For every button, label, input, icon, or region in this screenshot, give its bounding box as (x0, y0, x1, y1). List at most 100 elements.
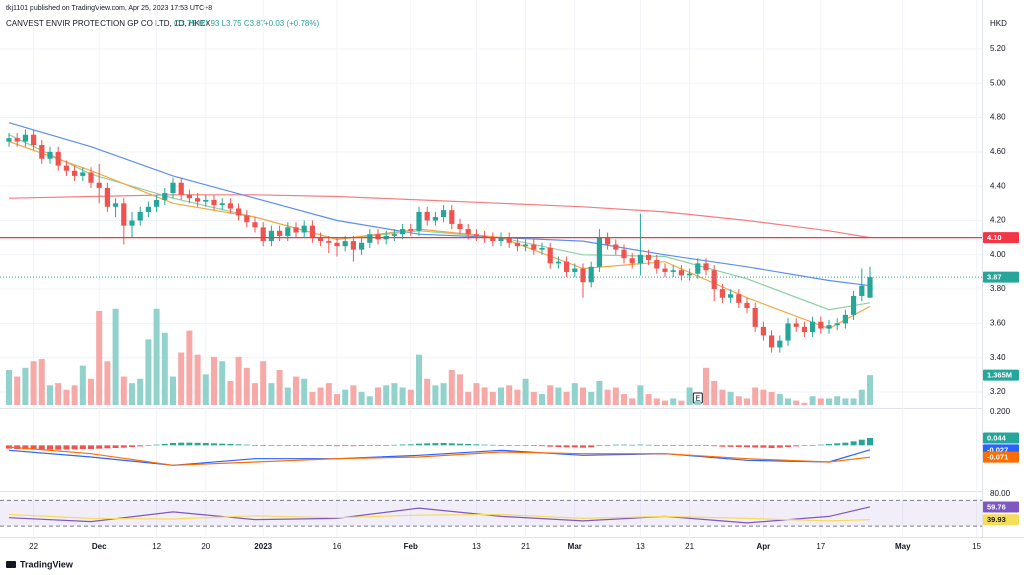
macd-bar (645, 444, 652, 446)
volume-bar (514, 389, 521, 405)
volume-bar (563, 391, 570, 405)
macd-bar (186, 442, 193, 446)
x-tick-label: 22 (29, 542, 38, 551)
macd-bar (670, 445, 677, 446)
macd-bar (465, 444, 472, 446)
macd-bar (588, 445, 595, 448)
macd-bar (809, 445, 816, 446)
macd-line (8, 446, 871, 466)
candle-body (580, 268, 586, 283)
candle-body (613, 244, 619, 250)
y-tick-label: 5.20 (990, 44, 1006, 53)
macd-bar (530, 445, 537, 446)
macd-bar (416, 443, 422, 446)
candle-body (72, 170, 78, 176)
macd-bar (834, 443, 841, 446)
volume-bar (735, 396, 742, 405)
volume-bar (498, 387, 504, 405)
macd-bar (424, 443, 431, 446)
volume-bar (391, 383, 398, 405)
candle-body (736, 294, 742, 303)
macd-bar (867, 438, 873, 446)
candle-body (293, 227, 299, 233)
macd-bar (63, 445, 70, 450)
macd-bar (227, 444, 234, 446)
macd-bar (842, 442, 849, 446)
candle-body (408, 229, 414, 231)
macd-bar (219, 443, 226, 446)
candle-body (678, 270, 684, 276)
candle-body (301, 225, 307, 233)
volume-bar (768, 391, 775, 405)
candle-body (539, 247, 545, 250)
macd-bar (260, 445, 267, 446)
volume-label: 1.365M (987, 371, 1012, 380)
candle-body (760, 326, 766, 336)
macd-bar (79, 445, 86, 449)
candle-body (711, 270, 717, 290)
candle-body (219, 203, 225, 206)
candle-body (186, 194, 192, 199)
candle-body (334, 242, 340, 247)
volume-bar (719, 389, 726, 405)
x-tick-label: 12 (152, 542, 161, 551)
candle-body (252, 222, 258, 228)
macd-bar (407, 444, 414, 446)
volume-bar (481, 387, 488, 405)
moving-average (8, 194, 871, 239)
candle-body (137, 211, 143, 221)
candle-body (178, 182, 184, 195)
volume-bar (424, 378, 431, 405)
macd-bar (47, 445, 53, 450)
candle-body (596, 237, 602, 267)
volume-bar (580, 387, 586, 405)
candle-body (752, 307, 758, 327)
candle-body (113, 203, 119, 207)
logo-icon (6, 561, 16, 568)
volume-bar (22, 367, 29, 405)
macd-bar (662, 445, 668, 446)
macd-bar (30, 445, 37, 450)
macd-bar (801, 445, 808, 446)
volume-bar (219, 361, 226, 405)
volume-bar (432, 385, 439, 405)
x-tick-label: Apr (757, 542, 771, 551)
macd-bar (604, 445, 611, 446)
macd-bar (38, 445, 45, 450)
candle-body (465, 229, 471, 235)
candle-body (826, 325, 832, 329)
volume-bar (112, 308, 119, 405)
rsi-label-box (983, 514, 1019, 526)
volume-bar (47, 385, 53, 405)
rsi-band (0, 500, 982, 527)
candle-body (506, 237, 512, 243)
candle-body (473, 234, 479, 236)
macd-bar (817, 444, 824, 446)
volume-bar (858, 389, 865, 405)
volume-bar (760, 389, 767, 405)
volume-bar (243, 367, 250, 405)
macd-line-label: -0.071 (987, 453, 1008, 462)
y-tick-label: 3.40 (990, 353, 1006, 362)
rsi-label-box (983, 501, 1019, 513)
volume-bar (547, 385, 554, 405)
candle-body (375, 234, 381, 240)
candle-body (55, 151, 61, 166)
candle-body (834, 323, 840, 326)
volume-bar (842, 398, 849, 405)
volume-bar (366, 396, 373, 405)
macd-bar (375, 445, 381, 446)
candle-body (482, 235, 488, 238)
volume-bar (399, 387, 406, 405)
macd-bar (358, 445, 365, 446)
volume-bar (383, 385, 390, 405)
volume-bar (153, 308, 160, 405)
hline-label: 4.10 (987, 233, 1002, 242)
candle-body (662, 268, 668, 272)
volume-bar (120, 376, 127, 405)
candle-body (162, 193, 168, 200)
y-tick-label: 3.60 (990, 319, 1006, 328)
volume-bar (653, 398, 660, 405)
volume-bar (268, 383, 275, 405)
macd-bar (858, 439, 865, 446)
